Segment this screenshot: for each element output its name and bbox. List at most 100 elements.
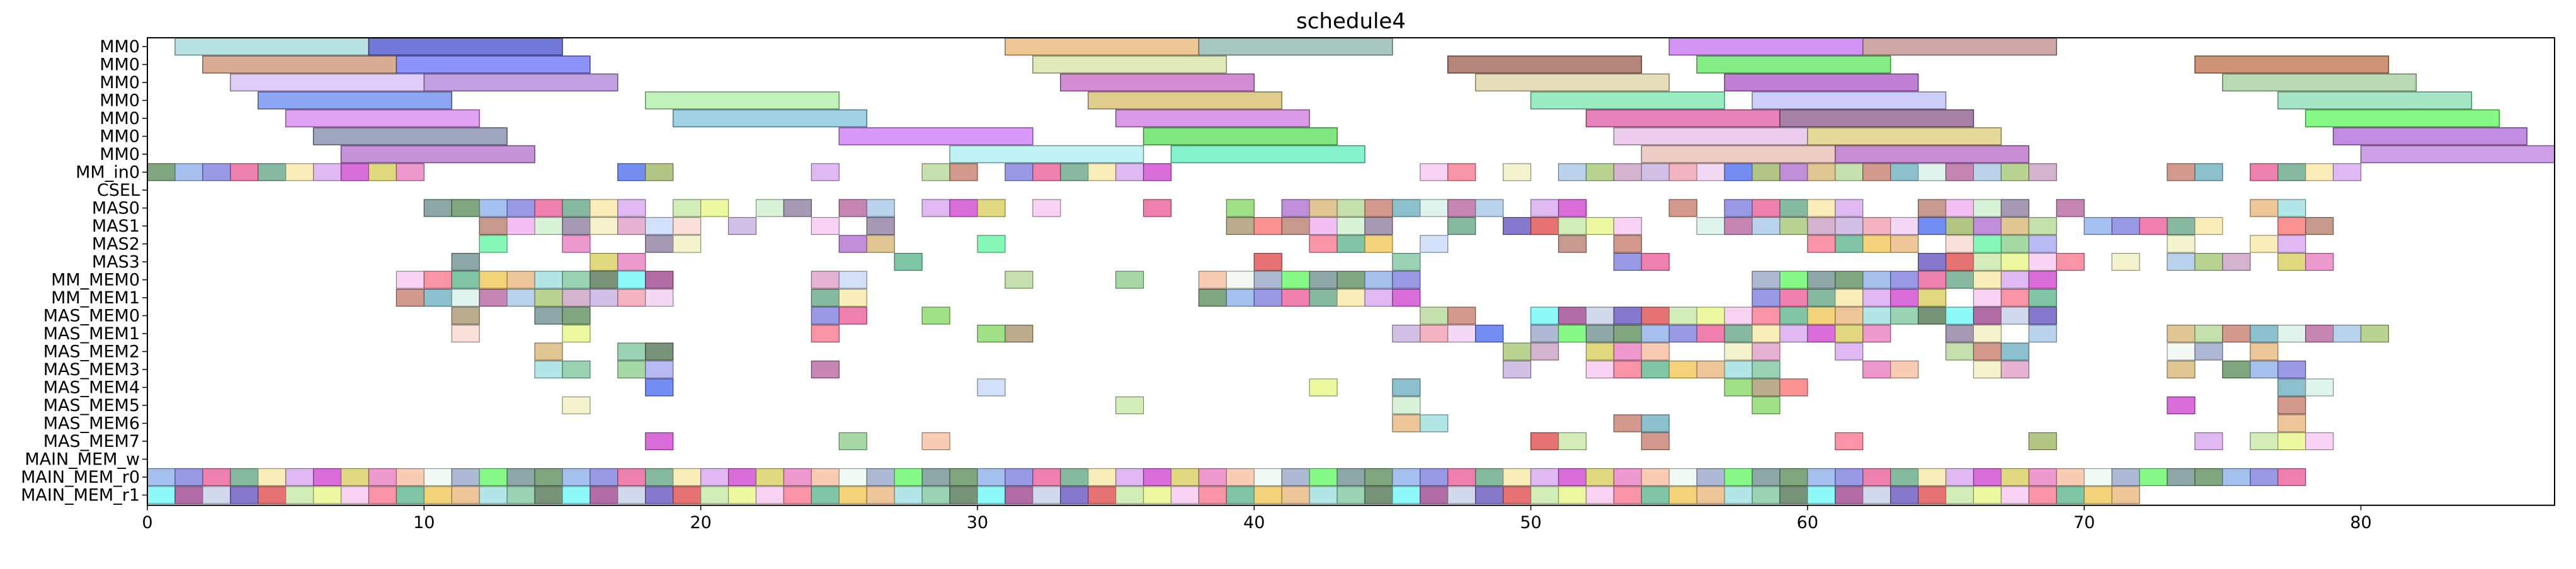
ytick-label-14: MM_MEM1	[51, 288, 140, 308]
cell-block-r24-x50	[1530, 468, 1559, 487]
ytick-label-7: MM_in0	[76, 163, 140, 183]
cell-block-r25-x63	[1890, 486, 1919, 504]
cell-block-r16-x58	[1752, 324, 1781, 343]
cell-block-r24-x67	[2000, 468, 2029, 487]
cell-block-r9-x58	[1752, 199, 1781, 217]
cell-block-r7-x66	[1973, 163, 2002, 181]
cell-block-r24-x31	[1005, 468, 1034, 487]
cell-block-r15-x47	[1447, 307, 1476, 325]
cell-block-r9-x20	[700, 199, 729, 217]
cell-block-r25-x51	[1558, 486, 1587, 504]
cell-block-r13-x35	[1115, 271, 1144, 289]
cell-block-r11-x73	[2167, 235, 2196, 253]
cell-block-r16-x80	[2360, 324, 2390, 343]
cell-block-r25-x18	[645, 486, 674, 504]
cell-block-r24-x76	[2250, 468, 2279, 487]
cell-block-r18-x15	[562, 360, 591, 379]
cell-block-r17-x74	[2194, 342, 2223, 361]
cell-block-r15-x63	[1890, 307, 1919, 325]
cell-block-r25-x36	[1143, 486, 1172, 504]
cell-block-r22-x78	[2305, 432, 2334, 451]
cell-block-r25-x25	[838, 486, 867, 504]
cell-block-r7-x2	[202, 163, 231, 181]
cell-block-r15-x28	[921, 307, 950, 325]
cell-block-r22-x18	[645, 432, 674, 451]
cell-block-r10-x57	[1724, 217, 1753, 235]
cell-block-r9-x36	[1143, 199, 1172, 217]
ytick-label-6: MM0	[100, 145, 140, 164]
cell-block-r16-x56	[1696, 324, 1725, 343]
cell-block-r24-x16	[590, 468, 618, 487]
xtick-label-2: 20	[690, 513, 711, 532]
cell-block-r14-x10	[423, 288, 452, 307]
cell-block-r14-x43	[1336, 288, 1365, 307]
cell-block-r14-x38	[1198, 288, 1227, 307]
cell-block-r12-x71	[2111, 252, 2140, 271]
xtick-label-6: 60	[1797, 513, 1818, 532]
cell-block-r24-x27	[894, 468, 923, 487]
cell-block-r9-x32	[1032, 199, 1061, 217]
cell-block-r16-x54	[1641, 324, 1670, 343]
cell-block-r24-x3	[230, 468, 259, 487]
cell-block-r22-x51	[1558, 432, 1587, 451]
cell-block-r15-x68	[2028, 307, 2057, 325]
cell-block-r25-x32	[1032, 486, 1061, 504]
cell-block-r25-x59	[1779, 486, 1808, 504]
task-bar-41	[2360, 145, 2555, 164]
cell-block-r7-x47	[1447, 163, 1476, 181]
cell-block-r13-x63	[1890, 271, 1919, 289]
cell-block-r13-x41	[1281, 271, 1310, 289]
cell-block-r12-x27	[894, 252, 923, 271]
cell-block-r19-x42	[1309, 378, 1338, 397]
cell-block-r24-x69	[2056, 468, 2085, 487]
cell-block-r9-x66	[1973, 199, 2002, 217]
cell-block-r25-x57	[1724, 486, 1753, 504]
cell-block-r7-x63	[1890, 163, 1919, 181]
cell-block-r21-x54	[1641, 414, 1670, 432]
cell-block-r15-x14	[534, 307, 563, 325]
cell-block-r7-x58	[1752, 163, 1781, 181]
cell-block-r25-x68	[2028, 486, 2057, 504]
cell-block-r20-x73	[2167, 396, 2196, 415]
cell-block-r24-x63	[1890, 468, 1919, 487]
cell-block-r11-x25	[838, 235, 867, 253]
cell-block-r9-x44	[1364, 199, 1393, 217]
cell-block-r16-x59	[1779, 324, 1808, 343]
cell-block-r22-x74	[2194, 432, 2223, 451]
task-bar-36	[340, 145, 535, 164]
cell-block-r14-x64	[1917, 288, 1947, 307]
cell-block-r14-x45	[1392, 288, 1421, 307]
cell-block-r9-x76	[2250, 199, 2279, 217]
cell-block-r12-x16	[590, 252, 618, 271]
cell-block-r24-x53	[1613, 468, 1642, 487]
cell-block-r24-x4	[258, 468, 287, 487]
cell-block-r13-x43	[1336, 271, 1365, 289]
cell-block-r7-x49	[1503, 163, 1532, 181]
cell-block-r17-x50	[1530, 342, 1559, 361]
cell-block-r13-x62	[1862, 271, 1891, 289]
task-bar-13	[423, 73, 618, 92]
cell-block-r10-x64	[1917, 217, 1947, 235]
task-bar-29	[2305, 109, 2500, 128]
cell-block-r7-x53	[1613, 163, 1642, 181]
cell-block-r9-x28	[921, 199, 950, 217]
cell-block-r11-x15	[562, 235, 591, 253]
cell-block-r7-x59	[1779, 163, 1808, 181]
cell-block-r12-x11	[451, 252, 480, 271]
cell-block-r7-x8	[368, 163, 397, 181]
cell-block-r24-x18	[645, 468, 674, 487]
cell-block-r25-x20	[700, 486, 729, 504]
cell-block-r10-x70	[2083, 217, 2112, 235]
cell-block-r11-x77	[2277, 235, 2306, 253]
cell-block-r24-x59	[1779, 468, 1808, 487]
cell-block-r25-x24	[811, 486, 840, 504]
cell-block-r17-x17	[617, 342, 646, 361]
cell-block-r22-x61	[1835, 432, 1864, 451]
cell-block-r11-x61	[1835, 235, 1864, 253]
cell-block-r13-x39	[1226, 271, 1255, 289]
cell-block-r25-x10	[423, 486, 452, 504]
cell-block-r13-x16	[590, 271, 618, 289]
cell-block-r7-x56	[1696, 163, 1725, 181]
cell-block-r9-x17	[617, 199, 646, 217]
cell-block-r12-x68	[2028, 252, 2057, 271]
